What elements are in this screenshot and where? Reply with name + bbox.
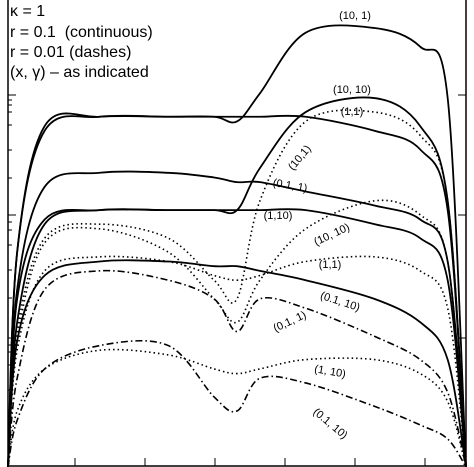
- series-label: (0.1, 10): [311, 406, 350, 442]
- series-line: [7, 208, 467, 467]
- series-line: [7, 259, 467, 467]
- series-line: [7, 199, 467, 467]
- series-label: (10, 1): [339, 10, 371, 22]
- series-label: (1,10): [264, 210, 293, 222]
- series-line: [7, 339, 467, 467]
- series-line: [7, 348, 467, 467]
- annotation: κ = 1: [10, 3, 45, 20]
- series-label: (10, 10): [333, 84, 371, 96]
- series-line: [7, 269, 467, 467]
- series-label: (1,1): [341, 106, 364, 118]
- series-line: [7, 255, 467, 467]
- series-line: [7, 170, 467, 467]
- series-label: (10, 10): [312, 221, 351, 248]
- series-label: (0,1, 1): [272, 309, 309, 335]
- series-line: [7, 112, 467, 467]
- series-label: (10,1): [286, 143, 314, 173]
- series-label: (1,1): [319, 259, 342, 271]
- series-line: [7, 24, 467, 467]
- series-label: (1, 10): [313, 363, 346, 380]
- series-label: (0.1, 1): [272, 177, 308, 195]
- annotation: (x, γ) – as indicated: [10, 64, 149, 81]
- annotation: r = 0.1 (continuous): [10, 24, 153, 41]
- series-line: [7, 96, 467, 467]
- annotation: r = 0.01 (dashes): [10, 44, 131, 61]
- series-line: [7, 109, 467, 467]
